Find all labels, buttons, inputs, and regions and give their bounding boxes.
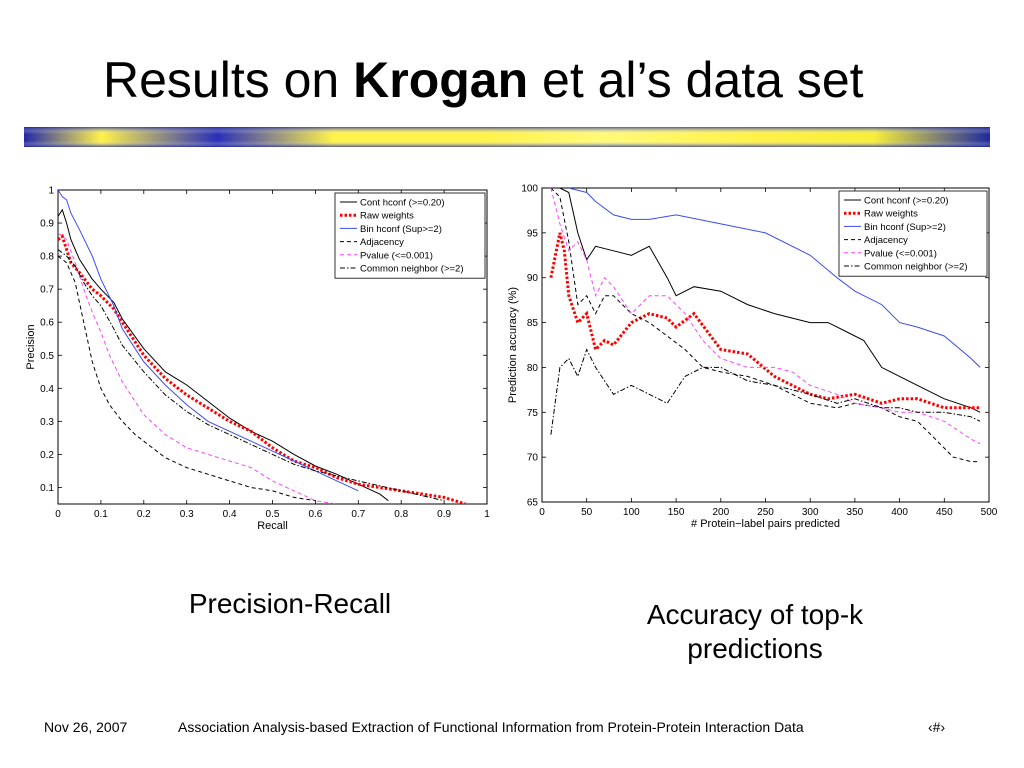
y-tick-label: 0.4 bbox=[40, 384, 54, 395]
x-tick-label: 0.4 bbox=[223, 509, 237, 520]
y-tick-label: 0.5 bbox=[40, 351, 54, 362]
legend-entry: Common neighbor (>=2) bbox=[864, 262, 968, 273]
legend-entry: Common neighbor (>=2) bbox=[360, 264, 464, 275]
legend-entry: Cont hconf (>=0.20) bbox=[864, 196, 949, 207]
x-tick-label: 300 bbox=[802, 507, 819, 518]
x-tick-label: 400 bbox=[891, 507, 908, 518]
caption-accuracy: Accuracy of top-k predictions bbox=[590, 598, 920, 666]
y-axis-label: Precision bbox=[25, 324, 37, 369]
caption-accuracy-line1: Accuracy of top-k bbox=[646, 599, 864, 630]
series-line-3 bbox=[550, 188, 981, 463]
x-tick-label: 0 bbox=[539, 507, 545, 518]
y-axis-label: Prediction accuracy (%) bbox=[507, 287, 519, 403]
y-tick-label: 100 bbox=[521, 184, 538, 195]
x-tick-label: 150 bbox=[668, 507, 685, 518]
y-tick-label: 1 bbox=[48, 186, 54, 197]
series-line-2 bbox=[568, 188, 981, 368]
y-tick-label: 85 bbox=[527, 318, 539, 329]
x-tick-label: 0.1 bbox=[94, 509, 108, 520]
legend-entry: Bin hconf (Sup>=2) bbox=[864, 222, 946, 233]
title-text-bold: Krogan bbox=[353, 52, 529, 108]
y-tick-label: 80 bbox=[527, 363, 539, 374]
x-axis-label: # Protein−label pairs predicted bbox=[691, 518, 840, 530]
series-group bbox=[549, 188, 981, 463]
series-group bbox=[58, 190, 466, 504]
x-tick-label: 350 bbox=[847, 507, 864, 518]
x-tick-label: 50 bbox=[581, 507, 593, 518]
series-line-4 bbox=[550, 188, 981, 445]
y-tick-label: 95 bbox=[527, 228, 539, 239]
slide-title: Results on Krogan et al’s data set bbox=[103, 50, 864, 110]
legend-entry: Raw weights bbox=[360, 211, 414, 222]
legend-entry: Raw weights bbox=[864, 209, 918, 220]
series-line-5 bbox=[550, 348, 981, 435]
x-tick-label: 250 bbox=[757, 507, 774, 518]
x-tick-label: 100 bbox=[623, 507, 640, 518]
title-text-regular: Results on bbox=[103, 52, 354, 108]
series-line-1 bbox=[58, 233, 466, 504]
legend-entry: Bin hconf (Sup>=2) bbox=[360, 224, 442, 235]
y-tick-label: 0.9 bbox=[40, 219, 54, 230]
y-tick-label: 65 bbox=[527, 498, 539, 509]
x-tick-label: 0.6 bbox=[308, 509, 322, 520]
y-tick-label: 0.3 bbox=[40, 417, 54, 428]
y-tick-label: 0.7 bbox=[40, 285, 54, 296]
title-text-regular-end: et al’s data set bbox=[528, 52, 864, 108]
y-tick-label: 75 bbox=[527, 408, 539, 419]
y-tick-label: 0.2 bbox=[40, 450, 54, 461]
y-tick-label: 0.1 bbox=[40, 483, 54, 494]
x-tick-label: 450 bbox=[936, 507, 953, 518]
x-tick-label: 1 bbox=[484, 509, 490, 520]
y-tick-label: 90 bbox=[527, 273, 539, 284]
legend-entry: Adjacency bbox=[360, 237, 404, 248]
title-gradient-bar bbox=[24, 127, 990, 147]
y-tick-label: 70 bbox=[527, 453, 539, 464]
x-tick-label: 0.2 bbox=[137, 509, 151, 520]
accuracy-chart: 0 50 100 150 200 250 300 350 400 450 500 65 70 75 80 85… bbox=[507, 184, 998, 531]
y-tick-label: 0.6 bbox=[40, 318, 54, 329]
footer-page-number: ‹#› bbox=[928, 719, 946, 735]
series-line-3 bbox=[58, 255, 316, 502]
legend-box bbox=[334, 192, 486, 279]
series-line-5 bbox=[58, 249, 445, 502]
caption-precision-recall: Precision-Recall bbox=[188, 588, 392, 619]
series-line-0 bbox=[58, 208, 389, 502]
legend-entry: Adjacency bbox=[864, 235, 908, 246]
x-tick-label: 0.9 bbox=[437, 509, 451, 520]
footer-date: Nov 26, 2007 bbox=[44, 719, 128, 735]
x-tick-label: 0.7 bbox=[351, 509, 365, 520]
x-tick-label: 0.5 bbox=[266, 509, 280, 520]
x-tick-label: 0.8 bbox=[394, 509, 408, 520]
x-tick-label: 0 bbox=[55, 509, 61, 520]
y-tick-label: 0.8 bbox=[40, 252, 54, 263]
legend-box bbox=[838, 190, 988, 277]
footer-title: Association Analysis-based Extraction of… bbox=[178, 719, 804, 735]
legend-entry: Cont hconf (>=0.20) bbox=[360, 198, 445, 209]
legend-entry: Pvalue (<=0.001) bbox=[360, 250, 433, 261]
x-tick-label: 500 bbox=[981, 507, 998, 518]
series-line-1 bbox=[549, 232, 981, 410]
x-tick-label: 0.3 bbox=[180, 509, 194, 520]
series-line-4 bbox=[58, 232, 337, 504]
x-axis-label: Recall bbox=[257, 520, 288, 530]
caption-accuracy-line2: predictions bbox=[687, 633, 823, 664]
x-tick-label: 200 bbox=[712, 507, 729, 518]
series-line-0 bbox=[559, 188, 981, 413]
series-line-2 bbox=[58, 190, 359, 492]
legend-entry: Pvalue (<=0.001) bbox=[864, 248, 937, 259]
precision-recall-chart: 0 0.1 0.2 0.3 0.4 0.5 0.6 0.7 0.8 0.9 1 0.1 0.2 0.3 0.… bbox=[25, 186, 490, 531]
